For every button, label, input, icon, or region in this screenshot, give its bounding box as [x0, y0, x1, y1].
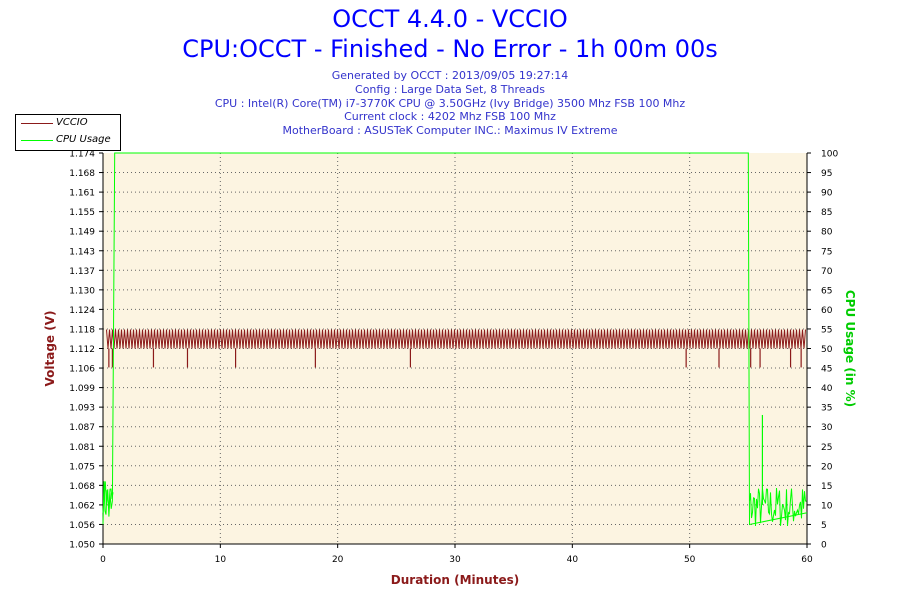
legend-item-vccio: VCCIO — [16, 115, 120, 132]
chart-subtitle: CPU:OCCT - Finished - No Error - 1h 00m … — [182, 35, 718, 63]
y2-axis-title: CPU Usage (in %) — [843, 290, 857, 407]
y-tick-label: 1.143 — [69, 247, 95, 257]
y2-tick-label: 40 — [821, 384, 833, 394]
info-line-motherboard: MotherBoard : ASUSTeK Computer INC.: Max… — [282, 124, 618, 138]
y2-tick-label: 70 — [821, 267, 833, 277]
x-tick-label: 30 — [449, 555, 461, 565]
y2-tick-label: 85 — [821, 208, 832, 218]
y2-tick-label: 45 — [821, 365, 832, 375]
info-line-config: Config : Large Data Set, 8 Threads — [355, 82, 545, 96]
y2-tick-label: 60 — [821, 306, 833, 316]
chart-info-block: Generated by OCCT : 2013/09/05 19:27:14 … — [0, 69, 900, 138]
series-line-vccio — [106, 329, 806, 349]
y-tick-label: 1.068 — [69, 482, 95, 492]
y2-tick-label: 0 — [821, 541, 827, 551]
y-tick-label: 1.093 — [69, 404, 95, 414]
y2-tick-label: 80 — [821, 228, 833, 238]
info-line-generated: Generated by OCCT : 2013/09/05 19:27:14 — [331, 69, 569, 82]
y2-tick-label: 30 — [821, 423, 833, 433]
y-tick-label: 1.056 — [69, 521, 95, 531]
legend-swatch-vccio — [21, 123, 53, 124]
y2-tick-label: 35 — [821, 404, 832, 414]
y-tick-label: 1.106 — [69, 365, 95, 375]
y-tick-label: 1.174 — [69, 150, 95, 160]
y-tick-label: 1.124 — [69, 306, 95, 316]
y-tick-label: 1.112 — [69, 345, 95, 355]
x-tick-label: 40 — [567, 555, 579, 565]
y-tick-label: 1.130 — [69, 286, 95, 296]
y-tick-label: 1.161 — [69, 189, 95, 199]
y2-tick-label: 65 — [821, 286, 832, 296]
y2-tick-label: 55 — [821, 325, 832, 335]
y2-tick-label: 90 — [821, 189, 833, 199]
x-tick-label: 60 — [801, 555, 813, 565]
x-tick-label: 20 — [332, 555, 344, 565]
series-line-cpu-usage — [102, 152, 808, 526]
y2-tick-label: 5 — [821, 521, 827, 531]
y2-tick-label: 10 — [821, 501, 833, 511]
legend-label-cpu-usage: CPU Usage — [56, 134, 111, 145]
y-tick-label: 1.118 — [69, 325, 95, 335]
y-tick-label: 1.149 — [69, 228, 95, 238]
legend-label-vccio: VCCIO — [56, 117, 88, 128]
y-tick-label: 1.062 — [69, 501, 95, 511]
y-tick-label: 1.050 — [69, 541, 95, 551]
y2-tick-label: 75 — [821, 247, 832, 257]
y-tick-label: 1.087 — [69, 423, 95, 433]
chart-legend: VCCIO CPU Usage — [15, 114, 121, 151]
y2-tick-label: 100 — [821, 150, 838, 160]
cpu-usage-idle-noise — [749, 487, 807, 527]
y-tick-label: 1.099 — [69, 384, 95, 394]
y2-tick-label: 25 — [821, 443, 832, 453]
y-tick-label: 1.081 — [69, 443, 95, 453]
y-axis-title: Voltage (V) — [43, 311, 57, 387]
y2-tick-label: 20 — [821, 462, 833, 472]
legend-item-cpu-usage: CPU Usage — [16, 132, 120, 149]
y-tick-label: 1.137 — [69, 267, 95, 277]
info-line-cpu: CPU : Intel(R) Core(TM) i7-3770K CPU @ 3… — [214, 96, 686, 110]
x-tick-label: 10 — [215, 555, 227, 565]
y2-tick-label: 50 — [821, 345, 833, 355]
chart-title: OCCT 4.4.0 - VCCIO — [332, 5, 568, 33]
x-axis-title: Duration (Minutes) — [391, 573, 519, 587]
y-tick-label: 1.168 — [69, 169, 95, 179]
y-tick-label: 1.155 — [69, 208, 95, 218]
y-tick-label: 1.075 — [69, 462, 95, 472]
x-tick-label: 50 — [684, 555, 696, 565]
x-tick-label: 0 — [100, 555, 106, 565]
y2-tick-label: 15 — [821, 482, 832, 492]
info-line-clock: Current clock : 4202 Mhz FSB 100 Mhz — [344, 110, 556, 124]
legend-swatch-cpu-usage — [21, 140, 53, 141]
y2-tick-label: 95 — [821, 169, 832, 179]
